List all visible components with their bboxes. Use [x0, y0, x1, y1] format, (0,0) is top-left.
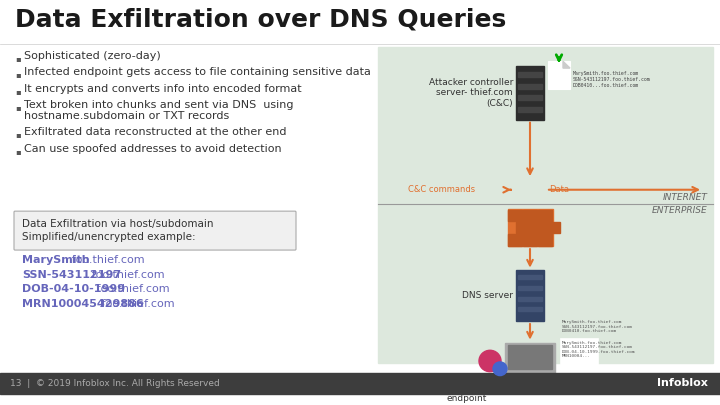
Text: ▪: ▪ — [15, 70, 21, 79]
Text: Infected
endpoint: Infected endpoint — [446, 384, 487, 403]
Text: Sophisticated (zero-day): Sophisticated (zero-day) — [24, 51, 161, 61]
Text: Infected endpoint gets access to file containing sensitive data: Infected endpoint gets access to file co… — [24, 67, 371, 77]
Bar — [518, 275, 542, 279]
Text: MarySmith.foo.thief.com
SSN-543112197.foo.thief.com
DOB-04-10-1999.foo.thief.com: MarySmith.foo.thief.com SSN-543112197.fo… — [562, 341, 636, 358]
Bar — [531, 222, 544, 233]
Text: .foo.thief.com: .foo.thief.com — [94, 284, 171, 294]
Bar — [508, 234, 522, 246]
Text: MRN100045429886: MRN100045429886 — [22, 299, 144, 309]
Bar — [518, 307, 542, 311]
Text: MarySmith: MarySmith — [22, 255, 89, 265]
Bar — [523, 210, 537, 221]
Bar — [538, 210, 552, 221]
Text: .foo.thief.com: .foo.thief.com — [99, 299, 176, 309]
Text: hostname.subdomain or TXT records: hostname.subdomain or TXT records — [24, 111, 229, 121]
Text: Data: Data — [549, 185, 569, 194]
Text: MarySmith.foo.thief.com
SSN-543112197.foo.thief.com
DOB0410...foo.thief.com: MarySmith.foo.thief.com SSN-543112197.fo… — [573, 71, 651, 87]
Bar — [508, 209, 552, 246]
FancyBboxPatch shape — [14, 211, 296, 250]
Text: DOB-04-10-1999: DOB-04-10-1999 — [22, 284, 125, 294]
Text: Text broken into chunks and sent via DNS  using: Text broken into chunks and sent via DNS… — [24, 100, 294, 110]
Bar — [508, 210, 522, 221]
Bar — [518, 107, 542, 112]
Text: ▪: ▪ — [15, 147, 21, 156]
Text: ENTERPRISE: ENTERPRISE — [652, 206, 708, 215]
Text: Data Exfiltration via host/subdomain: Data Exfiltration via host/subdomain — [22, 219, 214, 229]
Circle shape — [479, 350, 501, 372]
Text: .foo.thief.com: .foo.thief.com — [68, 255, 145, 265]
Text: Exfiltrated data reconstructed at the other end: Exfiltrated data reconstructed at the ot… — [24, 128, 287, 137]
Text: ▪: ▪ — [15, 130, 21, 139]
Bar — [560, 338, 598, 386]
Text: .foo.thief.com: .foo.thief.com — [89, 269, 166, 279]
Bar — [546, 222, 559, 233]
Text: MarySmith.foo.thief.com
SSN-543112197.foo.thief.com
DOB0410.foo.thief.com: MarySmith.foo.thief.com SSN-543112197.fo… — [562, 320, 633, 333]
Polygon shape — [563, 61, 570, 68]
Text: INTERNET: INTERNET — [663, 193, 708, 202]
Text: Simplified/unencrypted example:: Simplified/unencrypted example: — [22, 232, 196, 241]
Bar — [516, 66, 544, 120]
Text: ▪: ▪ — [15, 87, 21, 96]
Text: DNS server: DNS server — [462, 291, 513, 300]
Bar — [538, 234, 552, 246]
Text: Infoblox: Infoblox — [657, 378, 708, 388]
Bar — [548, 61, 570, 89]
Bar — [518, 286, 542, 290]
Text: Attacker controller
server- thief.com
(C&C): Attacker controller server- thief.com (C… — [428, 78, 513, 108]
Bar — [378, 47, 713, 363]
Text: ▪: ▪ — [15, 53, 21, 62]
Text: C&C commands: C&C commands — [408, 185, 475, 194]
Bar — [516, 271, 544, 321]
Bar — [518, 95, 542, 100]
Bar — [505, 343, 555, 374]
Text: Data Exfiltration over DNS Queries: Data Exfiltration over DNS Queries — [15, 8, 506, 32]
Text: ▪: ▪ — [15, 103, 21, 112]
Bar — [518, 84, 542, 89]
Text: SSN-543112197: SSN-543112197 — [22, 269, 121, 279]
Text: It encrypts and converts info into encoded format: It encrypts and converts info into encod… — [24, 84, 302, 94]
Bar — [0, 373, 720, 394]
Bar — [523, 234, 537, 246]
Bar — [518, 297, 542, 301]
Bar — [518, 72, 542, 77]
Text: Can use spoofed addresses to avoid detection: Can use spoofed addresses to avoid detec… — [24, 144, 282, 154]
Circle shape — [493, 362, 507, 375]
Text: 13  |  © 2019 Infoblox Inc. All Rights Reserved: 13 | © 2019 Infoblox Inc. All Rights Res… — [10, 379, 220, 388]
Bar — [500, 374, 560, 379]
Bar — [508, 345, 552, 369]
Bar — [516, 222, 529, 233]
